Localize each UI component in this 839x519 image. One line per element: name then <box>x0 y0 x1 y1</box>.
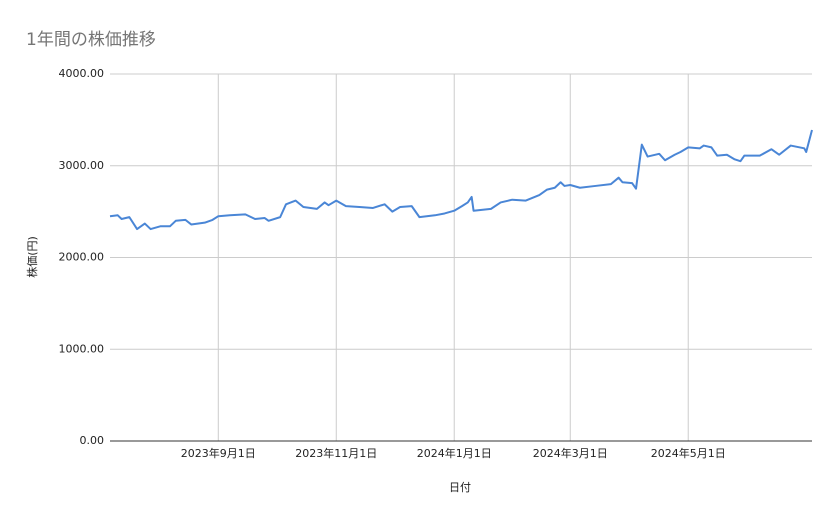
x-tick-label: 2024年1月1日 <box>417 446 492 460</box>
chart-title: 1年間の株価推移 <box>26 30 156 50</box>
x-axis-label: 日付 <box>449 481 471 494</box>
data-line <box>109 129 813 231</box>
y-tick-label: 1000.00 <box>59 342 105 355</box>
x-tick-label: 2023年11月1日 <box>295 446 377 460</box>
x-tick-label: 2024年3月1日 <box>533 446 608 460</box>
y-axis-label: 株価(円) <box>25 236 39 278</box>
y-tick-label: 2000.00 <box>59 251 105 264</box>
x-tick-label: 2023年9月1日 <box>181 446 256 460</box>
x-tick-label: 2024年5月1日 <box>651 446 726 460</box>
y-tick-label: 3000.00 <box>59 159 105 172</box>
y-tick-label: 0.00 <box>80 434 105 447</box>
y-tick-label: 4000.00 <box>59 67 105 80</box>
